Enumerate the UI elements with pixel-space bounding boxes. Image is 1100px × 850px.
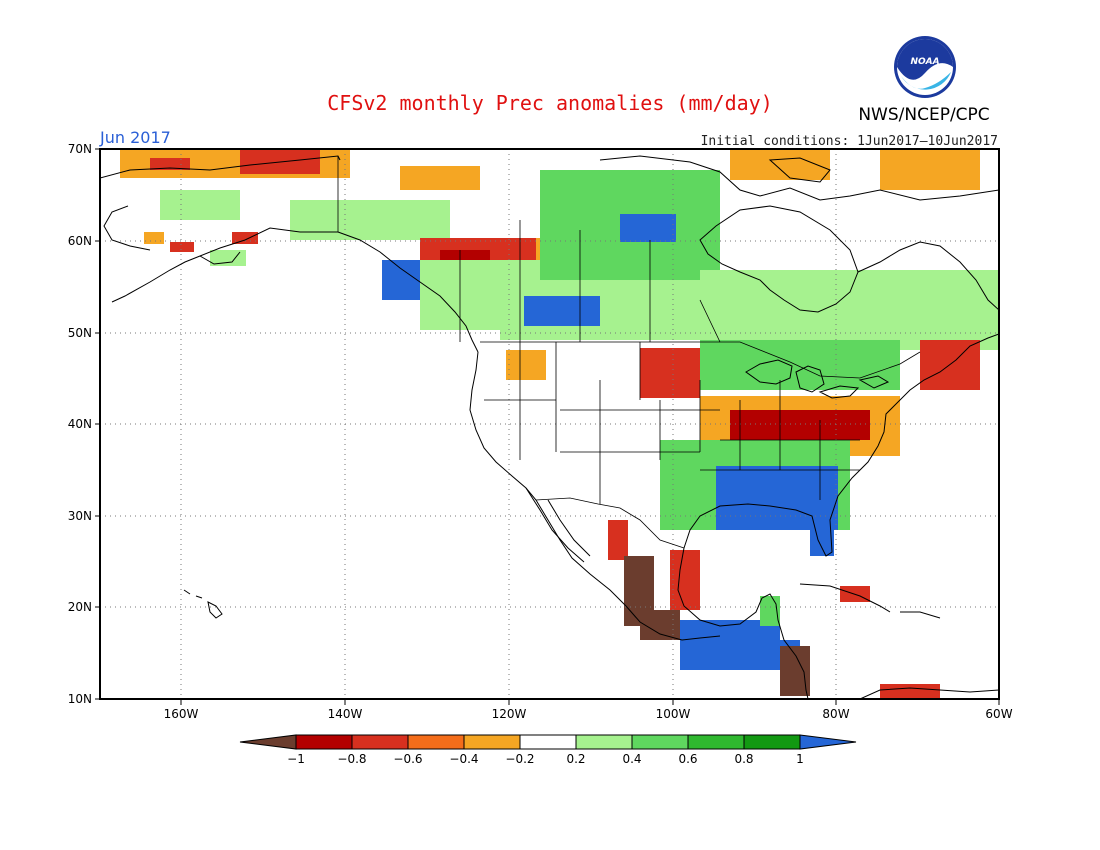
anomaly-yukon-wet: [290, 200, 450, 240]
anomaly-alaska-gulf: [170, 242, 194, 252]
us-mexico-border: [535, 497, 685, 549]
anomaly-yukon-wet: [160, 190, 240, 220]
colorbar-swatch: [407, 734, 465, 750]
labrador-coast: [857, 241, 999, 311]
lon-label: 160W: [164, 707, 199, 721]
colorbar-swatch: [687, 734, 745, 750]
south-america-coast: [859, 687, 999, 699]
gulf-coast: [683, 333, 999, 557]
colorbar-swatch: [295, 734, 353, 750]
colorbar-label: 0.4: [622, 752, 641, 766]
anomaly-yukon-wet: [210, 250, 246, 266]
latitude-labels: 70N 60N 50N 40N 30N 20N 10N: [68, 142, 92, 706]
canada-us-border: [480, 341, 921, 379]
lon-label: 80W: [822, 707, 849, 721]
colorbar-label: 0.6: [678, 752, 697, 766]
coastlines: [100, 155, 999, 699]
anomaly-caribbean-dry: [880, 684, 940, 699]
anomaly-alaska-north-coast: [730, 150, 830, 180]
anomaly-alaska-north-coast: [400, 166, 480, 190]
lon-label: 100W: [656, 707, 691, 721]
colorbar-label: −0.6: [393, 752, 422, 766]
anomaly-alaska-north-coast: [144, 232, 164, 244]
us-west-coast: [469, 351, 721, 641]
hudson-bay: [699, 205, 859, 313]
axis-ticks: [95, 148, 1000, 705]
lon-label: 60W: [985, 707, 1012, 721]
color-bar: [239, 734, 857, 750]
map-plot-area: [100, 149, 999, 699]
canada-province-lines: [459, 220, 721, 343]
hawaii: [183, 589, 223, 619]
anomaly-nebraska-dry: [640, 348, 700, 398]
noaa-logo-text: NOAA: [910, 57, 939, 67]
map-title: CFSv2 monthly Prec anomalies (mm/day): [327, 91, 773, 115]
colorbar-swatch: [743, 734, 801, 750]
noaa-logo: NOAA: [894, 36, 956, 98]
lat-label: 70N: [68, 142, 92, 156]
colorbar-arrow-high: [799, 734, 857, 750]
lat-lon-grid: [100, 149, 999, 699]
colorbar-label: −1: [287, 752, 305, 766]
us-state-lines: [484, 342, 860, 504]
lat-label: 50N: [68, 326, 92, 340]
colorbar-swatch: [463, 734, 521, 750]
colorbar-label: −0.8: [337, 752, 366, 766]
arctic-islands: [599, 155, 999, 201]
anomaly-alberta-core: [524, 296, 600, 326]
canada-west-coast: [337, 231, 479, 353]
longitude-labels: 160W 140W 120W 100W 80W 60W: [164, 707, 1013, 721]
lon-label: 140W: [328, 707, 363, 721]
anomaly-gulf-coast-wet: [760, 596, 780, 626]
lat-label: 60N: [68, 234, 92, 248]
political-boundaries: [337, 156, 921, 549]
agency-label: NWS/NCEP/CPC: [858, 105, 989, 125]
mexico-east-coast: [677, 547, 809, 699]
lon-label: 120W: [492, 707, 527, 721]
colorbar-label: −0.4: [449, 752, 478, 766]
alaska-coast: [100, 155, 341, 303]
colorbar-swatch: [519, 734, 577, 750]
colorbar-label: 0.2: [566, 752, 585, 766]
anomaly-great-lakes-wet: [700, 340, 900, 390]
colorbar-label: 1: [796, 752, 804, 766]
colorbar-swatch: [575, 734, 633, 750]
color-bar-labels: −1 −0.8 −0.6 −0.4 −0.2 0.2 0.4 0.6 0.8 1: [287, 752, 804, 766]
anomaly-nebraska-dry: [608, 520, 628, 560]
baja-peninsula: [525, 487, 591, 563]
lat-label: 30N: [68, 509, 92, 523]
anomaly-nw-territories-core: [620, 214, 676, 242]
colorbar-label: −0.2: [505, 752, 534, 766]
anomaly-nebraska-dry: [670, 550, 700, 610]
colorbar-swatch: [631, 734, 689, 750]
lat-label: 20N: [68, 600, 92, 614]
great-lakes: [745, 359, 890, 399]
colorbar-arrow-low: [239, 734, 297, 750]
cuba-hispaniola: [799, 583, 941, 619]
lat-label: 40N: [68, 417, 92, 431]
anomaly-alaska-north-coast: [506, 350, 546, 380]
lat-label: 10N: [68, 692, 92, 706]
valid-month: Jun 2017: [99, 128, 171, 147]
colorbar-swatch: [351, 734, 409, 750]
anomaly-ohio-valley-core: [730, 410, 870, 440]
anomaly-alaska-gulf: [232, 232, 258, 244]
anomaly-alaska-north-coast-core: [150, 158, 190, 170]
anomaly-mexico-west-coast: [640, 610, 680, 640]
anomaly-greenland-dry: [880, 150, 980, 190]
colorbar-label: 0.8: [734, 752, 753, 766]
initial-conditions: Initial conditions: 1Jun2017–10Jun2017: [701, 134, 998, 149]
